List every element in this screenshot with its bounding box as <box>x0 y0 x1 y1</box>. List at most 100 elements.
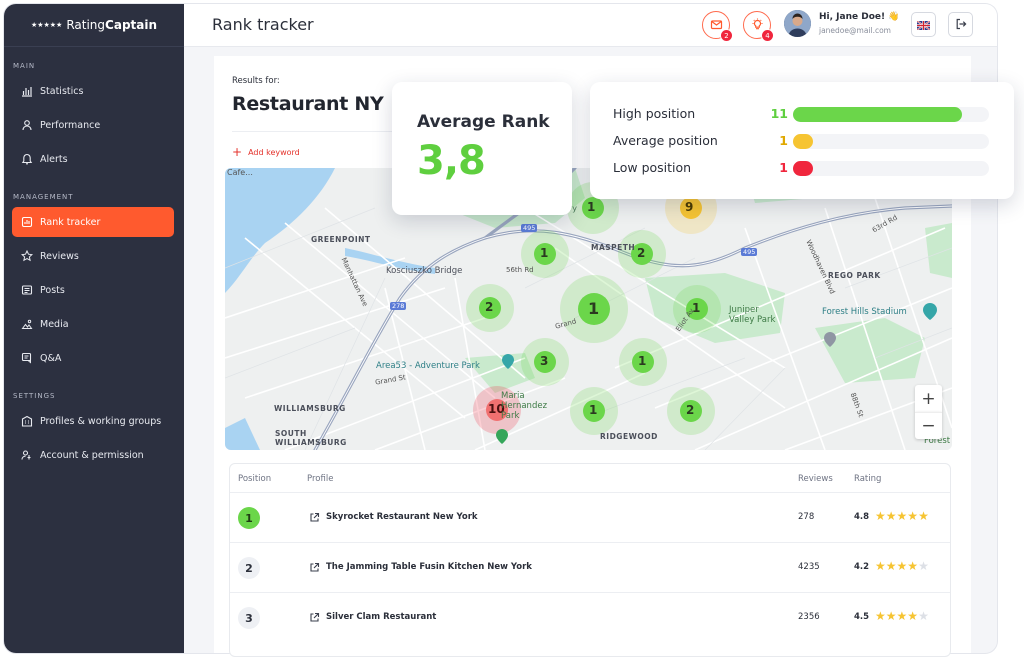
star-icon: ★ <box>907 559 919 573</box>
header-rating[interactable]: Rating <box>854 474 882 484</box>
external-link-icon[interactable] <box>309 612 320 623</box>
rating-value: 4.2 <box>854 562 870 572</box>
map-label-forest: Forest <box>924 436 951 446</box>
star-icon: ★ <box>885 609 897 623</box>
star-icon: ★ <box>907 609 919 623</box>
profile-name[interactable]: Skyrocket Restaurant New York <box>326 512 478 522</box>
notifications-badge: 4 <box>761 29 774 42</box>
results-name: Restaurant NY <box>232 93 384 115</box>
map-label-williamsburg: WILLIAMSBURG <box>274 404 346 413</box>
header-reviews[interactable]: Reviews <box>798 474 833 484</box>
zoom-in-button[interactable]: + <box>915 385 942 412</box>
profile-name[interactable]: Silver Clam Restaurant <box>326 612 437 622</box>
sidebar-item-qa[interactable]: Q&A <box>12 343 174 373</box>
sidebar-item-performance[interactable]: Performance <box>12 110 174 140</box>
sidebar-item-label: Statistics <box>40 85 84 97</box>
external-link-icon[interactable] <box>309 562 320 573</box>
high-position-bar <box>793 107 989 122</box>
star-icon: ★ <box>907 509 919 523</box>
star-icon: ★ <box>918 609 929 623</box>
marker-label[interactable]: 1 <box>540 246 549 260</box>
star-icon: ★ <box>896 609 908 623</box>
language-button[interactable] <box>911 12 936 37</box>
media-icon <box>20 318 33 331</box>
sidebar-item-label: Reviews <box>40 250 79 262</box>
map-label-ridgewood: RIDGEWOOD <box>600 432 658 441</box>
marker-label[interactable]: 1 <box>589 403 598 417</box>
average-position-bar <box>793 134 989 149</box>
map-label-56th: 56th Rd <box>506 266 534 274</box>
add-keyword-button[interactable]: + Add keyword <box>232 145 300 159</box>
sidebar-item-label: Account & permission <box>40 449 144 461</box>
average-position-fill <box>793 134 813 149</box>
marker-label[interactable]: 2 <box>485 300 494 314</box>
marker-label[interactable]: 1 <box>588 299 600 318</box>
results-for-label: Results for: <box>232 76 280 86</box>
low-position-fill <box>793 161 813 176</box>
zoom-out-button[interactable]: − <box>915 412 942 439</box>
uk-flag-icon <box>916 15 931 34</box>
sidebar-item-media[interactable]: Media <box>12 309 174 339</box>
position-badge: 1 <box>238 507 260 529</box>
posts-icon <box>20 284 33 297</box>
position-badge: 2 <box>238 557 260 579</box>
average-position-count: 1 <box>779 133 788 148</box>
high-position-label: High position <box>613 106 696 121</box>
marker-label[interactable]: 9 <box>685 200 694 214</box>
marker-label[interactable]: 1 <box>638 354 647 368</box>
mail-icon <box>710 16 723 35</box>
logout-button[interactable] <box>948 12 973 37</box>
messages-button[interactable]: 2 <box>702 11 733 42</box>
star-icon: ★ <box>896 559 908 573</box>
rating-stars: ★★★★★ <box>875 559 929 573</box>
section-main: MAIN <box>13 62 36 70</box>
sidebar-item-profiles[interactable]: Profiles & working groups <box>12 406 174 436</box>
add-keyword-label: Add keyword <box>248 147 300 157</box>
reviews-count: 278 <box>798 512 815 522</box>
marker-label[interactable]: 3 <box>540 354 549 368</box>
rating-value: 4.5 <box>854 612 870 622</box>
section-management: MANAGEMENT <box>13 193 74 201</box>
external-link-icon[interactable] <box>309 512 320 523</box>
marker-label[interactable]: 2 <box>686 403 695 417</box>
marker-label[interactable]: 1 <box>587 200 596 214</box>
logo-stars: ★★★★★ <box>30 21 63 29</box>
logo[interactable]: ★★★★★ Rating Captain <box>4 4 184 47</box>
sidebar-item-account[interactable]: Account & permission <box>12 440 174 470</box>
sidebar-item-label: Rank tracker <box>40 216 101 228</box>
highway-shield: 278 <box>390 302 407 310</box>
table-row[interactable]: 2 The Jamming Table Fusin Kitchen New Yo… <box>230 542 950 592</box>
sidebar-item-posts[interactable]: Posts <box>12 275 174 305</box>
rating-stars: ★★★★★ <box>875 609 929 623</box>
header-position[interactable]: Position <box>238 474 272 484</box>
table-row[interactable]: 3 Silver Clam Restaurant 2356 4.5 ★★★★★ <box>230 592 950 642</box>
sidebar-item-reviews[interactable]: Reviews <box>12 241 174 271</box>
high-position-fill <box>793 107 962 122</box>
star-icon: ★ <box>896 509 908 523</box>
user-email: janedoe@mail.com <box>819 26 891 35</box>
header-profile[interactable]: Profile <box>307 474 334 484</box>
sidebar-item-rank-tracker[interactable]: Rank tracker <box>12 207 174 237</box>
notifications-button[interactable]: 4 <box>743 11 774 42</box>
sidebar-item-alerts[interactable]: Alerts <box>12 144 174 174</box>
sidebar-item-label: Media <box>40 318 69 330</box>
marker-label[interactable]: 1 <box>692 301 701 315</box>
star-icon: ★ <box>885 509 897 523</box>
rating-stars: ★★★★★ <box>875 509 929 523</box>
low-position-count: 1 <box>779 160 788 175</box>
marker-label[interactable]: 2 <box>637 246 646 260</box>
average-position-label: Average position <box>613 133 718 148</box>
alert-icon <box>20 153 33 166</box>
sidebar-item-statistics[interactable]: Statistics <box>12 76 174 106</box>
messages-badge: 2 <box>720 29 733 42</box>
table-row[interactable]: 1 Skyrocket Restaurant New York 278 4.8 … <box>230 492 950 542</box>
marker-label[interactable]: 10 <box>488 402 505 416</box>
building-icon <box>20 415 33 428</box>
rank-map[interactable]: 1 9 1 2 2 1 1 3 1 10 1 2 Cafe... ery GRE… <box>225 168 952 450</box>
ranking-table: Position Profile Reviews Rating 1 Skyroc… <box>229 463 951 657</box>
map-label-cafe: Cafe... <box>227 168 253 177</box>
profile-name[interactable]: The Jamming Table Fusin Kitchen New York <box>326 562 532 572</box>
sidebar-item-label: Posts <box>40 284 65 296</box>
avatar[interactable] <box>784 10 811 37</box>
map-label-kosciuszko: Kosciuszko Bridge <box>386 266 463 276</box>
